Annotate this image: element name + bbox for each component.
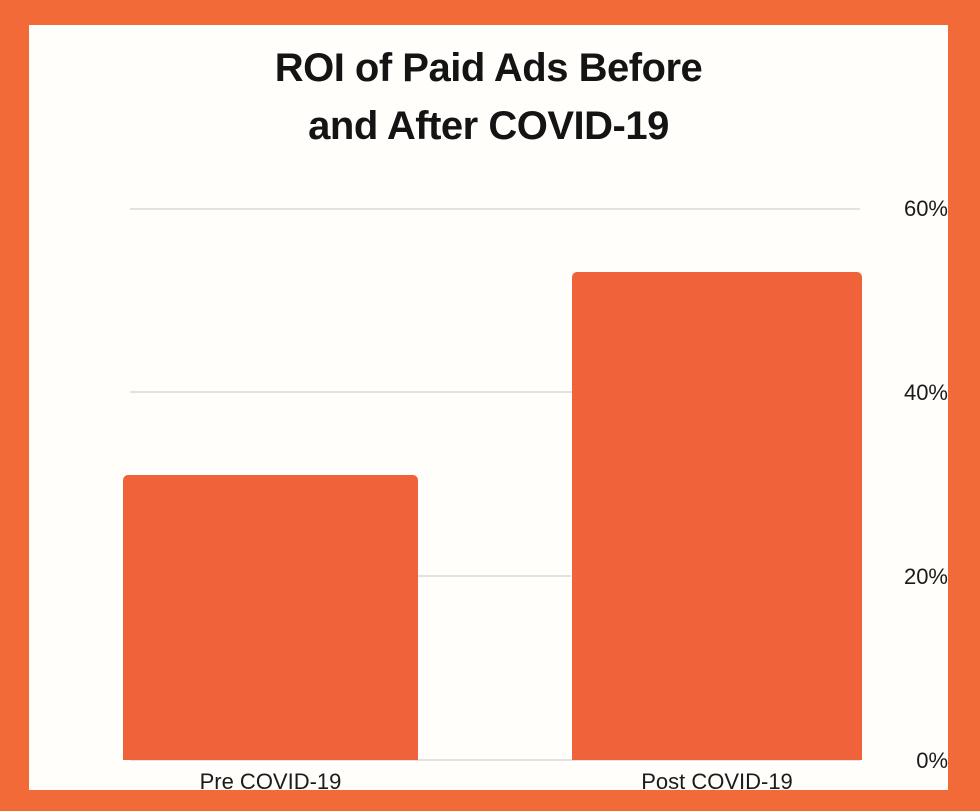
chart-canvas: ROI of Paid Ads Before and After COVID-1… — [29, 25, 948, 794]
chart-title-line-2: and After COVID-19 — [308, 104, 669, 148]
gridline-0 — [130, 759, 860, 761]
gridline-40 — [130, 391, 860, 393]
y-axis-label-40: 40% — [903, 380, 948, 405]
gridline-60 — [130, 208, 860, 210]
bar-post-covid-19[interactable] — [572, 272, 862, 760]
plot-area: 60% 40% 20% 0% Pre COVID-19 Post COVID-1… — [29, 25, 948, 794]
chart-title: ROI of Paid Ads Before and After COVID-1… — [29, 39, 948, 155]
chart-title-line-1: ROI of Paid Ads Before — [274, 46, 703, 90]
y-axis-label-20: 20% — [903, 564, 948, 589]
x-axis-label-pre-covid-19: Pre COVID-19 — [199, 769, 342, 794]
bar-pre-covid-19[interactable] — [123, 474, 418, 760]
y-axis-label-60: 60% — [903, 196, 948, 221]
gridline-20 — [418, 575, 571, 577]
x-axis-label-post-covid-19: Post COVID-19 — [641, 769, 793, 794]
y-axis-label-0: 0% — [916, 748, 948, 773]
